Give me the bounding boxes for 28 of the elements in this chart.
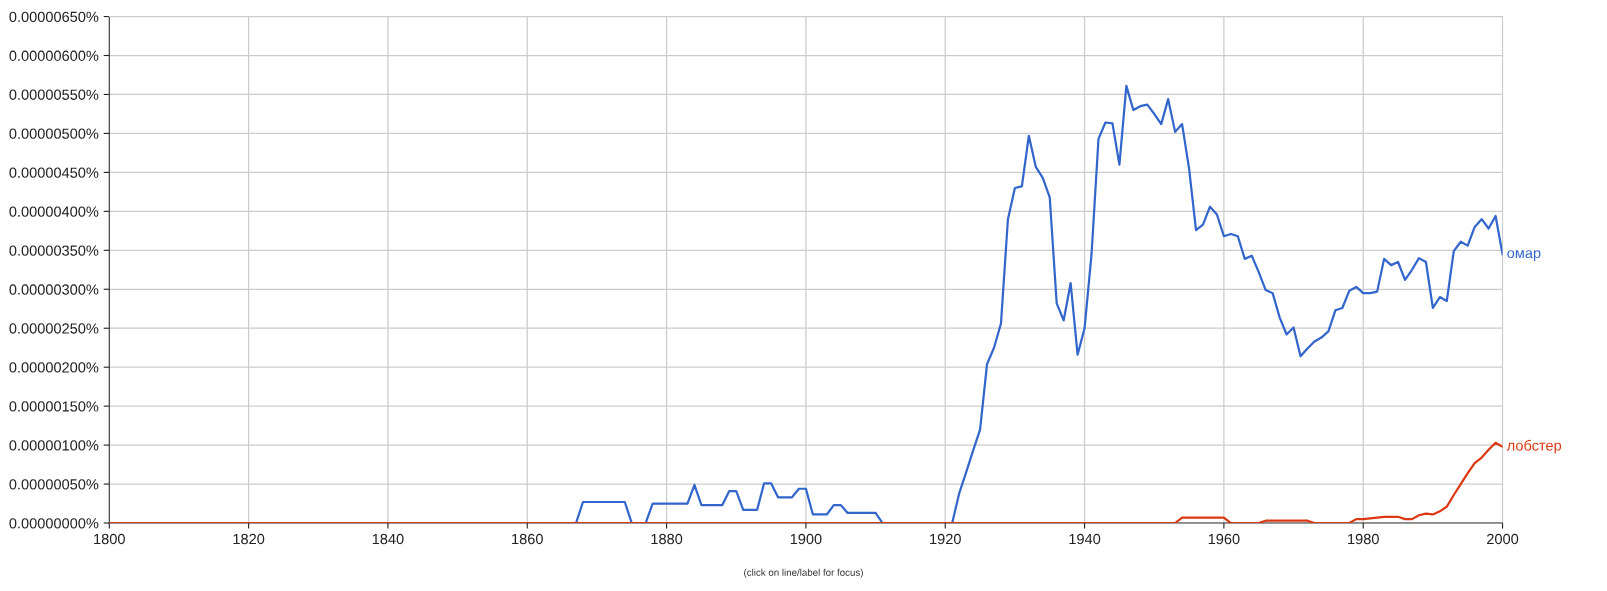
- x-tick-label: 1880: [651, 533, 683, 545]
- y-tick-label: 0.00000200%: [9, 362, 99, 373]
- y-tick-label: 0.00000650%: [9, 11, 99, 22]
- x-tick-label: 1920: [930, 533, 961, 545]
- x-tick-label: 1860: [512, 533, 543, 545]
- x-tick-label: 1800: [94, 533, 125, 545]
- x-tick-label: 1900: [790, 533, 822, 545]
- y-tick-label: 0.00000250%: [9, 323, 99, 334]
- y-tick-label: 0.00000500%: [9, 128, 99, 139]
- x-tick-label: 1940: [1069, 533, 1101, 545]
- series-label: омар: [1507, 250, 1541, 261]
- y-tick-label: 0.00000000%: [9, 518, 99, 529]
- y-tick-label: 0.00000450%: [9, 167, 99, 178]
- y-tick-label: 0.00000150%: [9, 401, 99, 412]
- y-tick-label: 0.00000050%: [9, 479, 99, 490]
- x-tick-label: 1840: [372, 533, 404, 545]
- x-tick-label: 1960: [1208, 533, 1240, 545]
- y-tick-label: 0.00000100%: [9, 440, 99, 451]
- y-tick-label: 0.00000600%: [9, 50, 99, 61]
- y-tick-label: 0.00000400%: [9, 206, 99, 217]
- series-label: лобстер: [1506, 439, 1562, 454]
- x-tick-label: 1980: [1348, 533, 1379, 545]
- y-tick-label: 0.00000300%: [9, 284, 99, 295]
- x-tick-label: 1820: [233, 533, 265, 545]
- x-tick-label: 2000: [1487, 533, 1519, 545]
- y-tick-label: 0.00000350%: [9, 245, 99, 256]
- text: (click on line/label for focus): [744, 568, 863, 578]
- y-tick-label: 0.00000550%: [9, 89, 99, 100]
